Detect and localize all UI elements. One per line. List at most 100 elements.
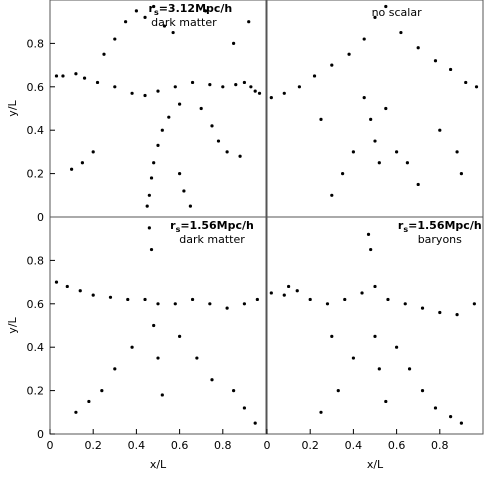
- particle: [199, 106, 203, 111]
- particle: [464, 80, 468, 85]
- annotation-sub: s: [176, 225, 181, 234]
- particle: [171, 30, 175, 35]
- y-tick-label: 0.2: [27, 385, 45, 398]
- particle: [232, 389, 236, 393]
- particle: [330, 193, 334, 197]
- annotation-note: dark matter: [151, 16, 217, 29]
- particle: [149, 176, 154, 180]
- particle: [377, 367, 381, 371]
- particle: [130, 345, 134, 349]
- particle: [95, 80, 100, 85]
- particle: [416, 182, 420, 187]
- particle: [126, 297, 130, 302]
- particle: [145, 204, 149, 208]
- particle: [369, 117, 373, 121]
- particle: [373, 334, 377, 338]
- x-tick-label: 0: [47, 439, 54, 452]
- annotation-text: =3.12Mpc/h: [159, 2, 233, 15]
- particle: [195, 356, 199, 360]
- particle: [269, 291, 273, 295]
- particle: [373, 284, 377, 289]
- particle: [330, 334, 334, 338]
- annotation-note: baryons: [418, 233, 462, 246]
- annotation-note: dark matter: [179, 233, 245, 246]
- particle: [65, 284, 69, 289]
- particle: [210, 124, 214, 128]
- particle: [255, 297, 259, 302]
- particle: [377, 161, 381, 165]
- particle: [472, 302, 476, 306]
- particle: [438, 128, 442, 132]
- x-tick-label: 0: [264, 439, 271, 452]
- particle: [242, 302, 246, 306]
- particle: [416, 46, 420, 50]
- panel-frame: [266, 216, 484, 435]
- particle: [319, 117, 323, 121]
- particle: [405, 161, 409, 165]
- particle: [459, 421, 463, 425]
- x-tick-label: 0.6: [388, 439, 406, 452]
- particle: [449, 67, 453, 72]
- particle: [124, 20, 128, 24]
- particle: [173, 302, 177, 306]
- annotation-label: rs=1.56Mpc/h: [170, 219, 254, 234]
- particle: [362, 96, 366, 100]
- particle: [190, 297, 195, 302]
- particle: [113, 367, 117, 371]
- particle: [373, 139, 377, 143]
- particle: [373, 15, 377, 19]
- annotation-r: r: [398, 219, 404, 232]
- particle: [130, 91, 134, 95]
- particle: [407, 367, 412, 371]
- y-tick-label: 0: [37, 211, 44, 224]
- particle: [455, 150, 459, 154]
- particle: [147, 226, 151, 230]
- particle: [221, 85, 225, 89]
- annotation-r: r: [170, 219, 176, 232]
- particle: [247, 20, 251, 24]
- particle: [147, 193, 151, 197]
- x-tick-label: 0.2: [301, 439, 319, 452]
- particle: [420, 306, 425, 310]
- particle: [234, 83, 238, 87]
- particle: [149, 247, 154, 252]
- particle: [287, 284, 291, 289]
- particle: [249, 85, 253, 89]
- x-tick-label: 0.2: [84, 439, 102, 452]
- particle: [152, 4, 156, 9]
- particle: [74, 72, 78, 76]
- particle: [82, 76, 87, 80]
- particle: [182, 189, 186, 193]
- particle: [330, 63, 334, 67]
- y-axis-label: y/L: [6, 316, 19, 333]
- particle: [474, 85, 479, 89]
- particle: [384, 106, 388, 111]
- particle: [420, 389, 425, 393]
- particle: [399, 30, 403, 35]
- particle: [78, 289, 82, 293]
- particle: [113, 37, 117, 41]
- particle: [91, 293, 95, 297]
- particle: [269, 96, 273, 100]
- particle: [282, 293, 286, 297]
- annotation-r: r: [149, 2, 155, 15]
- particle: [134, 9, 138, 13]
- x-tick-label: 0.4: [345, 439, 363, 452]
- particle: [449, 415, 453, 419]
- particle: [87, 399, 91, 404]
- x-tick-label: 0.8: [431, 439, 449, 452]
- panel-frame: [266, 0, 484, 218]
- particle: [178, 172, 182, 176]
- particle: [156, 143, 160, 147]
- particle: [91, 150, 95, 154]
- particle: [152, 323, 156, 328]
- particle: [325, 302, 330, 306]
- particle: [433, 59, 438, 63]
- particle: [208, 83, 212, 87]
- panel-frame: [49, 0, 267, 218]
- particle: [455, 313, 459, 317]
- particle: [178, 102, 182, 106]
- particle: [319, 410, 323, 414]
- particle: [253, 421, 257, 425]
